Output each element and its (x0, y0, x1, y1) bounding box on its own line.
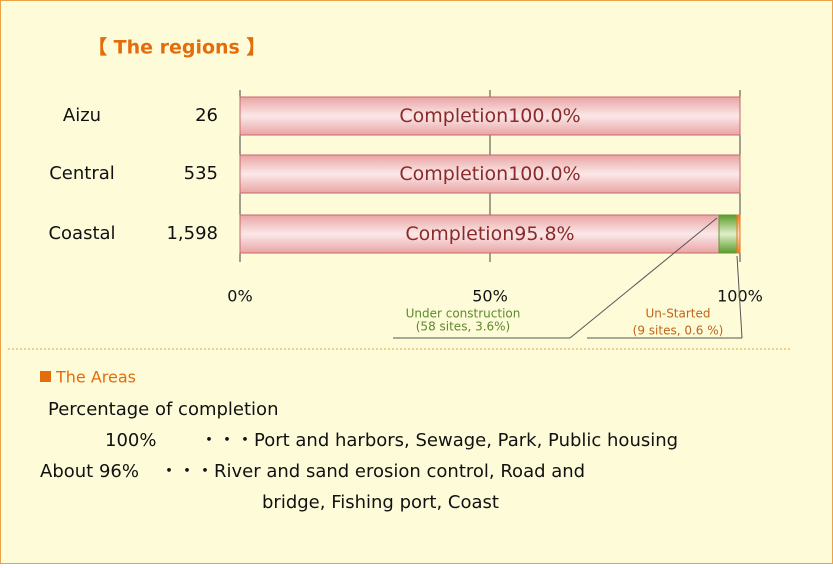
value-label-part: 100.0% (508, 163, 580, 185)
annotation: (9 sites, 0.6 %) (633, 324, 724, 338)
y-tick-label: Aizu (63, 105, 101, 126)
value-label-part: Completion (399, 163, 508, 185)
row-text: ・・・Port and harbors, Sewage, Park, Publi… (200, 430, 678, 451)
y-tick-label: Coastal (48, 223, 115, 244)
y-tick-label: Central (49, 163, 115, 184)
value-label-part: 95.8% (514, 223, 574, 245)
leader-line (569, 217, 718, 339)
value-label-part: 100.0% (508, 105, 580, 127)
section-heading: The Areas (55, 368, 136, 387)
row-label: 100% (105, 430, 156, 451)
annotation: Un-Started (645, 307, 710, 321)
x-tick-label: 50% (472, 287, 508, 306)
value-label: Completion100.0% (399, 163, 580, 185)
annotation: Under construction (406, 307, 521, 321)
bar-segment (718, 214, 738, 254)
value-label-part: Completion (399, 105, 508, 127)
annotation: (58 sites, 3.6%) (416, 320, 511, 334)
count-label: 1,598 (166, 223, 218, 244)
bar-segment (239, 96, 741, 136)
chart-title: 【 The regions 】 (88, 36, 265, 59)
leader-line (736, 255, 743, 339)
bar-segment (239, 154, 741, 194)
value-label-part: Completion (405, 223, 514, 245)
value-label: Completion95.8% (405, 223, 574, 245)
count-label: 26 (195, 105, 218, 126)
value-label: Completion100.0% (399, 105, 580, 127)
subheading: Percentage of completion (48, 399, 278, 420)
bullet (40, 371, 51, 382)
row-text: ・・・River and sand erosion control, Road … (160, 461, 585, 482)
row-label: About 96% (40, 461, 139, 482)
bar-segment (239, 214, 720, 254)
count-label: 535 (184, 163, 218, 184)
row-text: bridge, Fishing port, Coast (262, 492, 499, 513)
x-tick-label: 0% (227, 287, 252, 306)
bar-segment (736, 214, 741, 254)
x-tick-label: 100% (717, 287, 763, 306)
